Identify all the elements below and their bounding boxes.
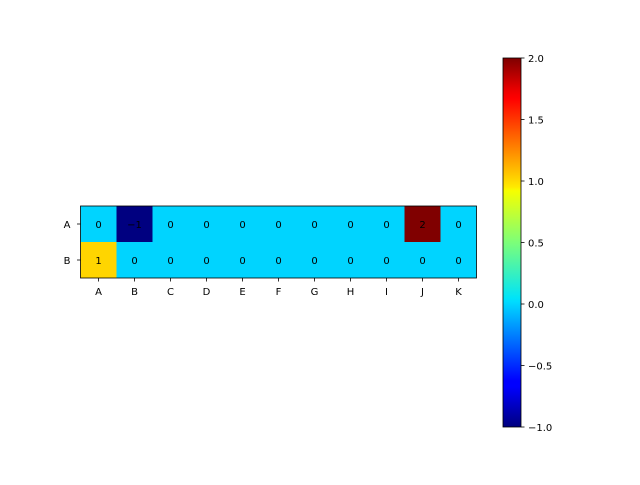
x-tick-label: D xyxy=(203,287,211,298)
cell-value-label: 0 xyxy=(167,256,173,267)
colorbar-tick-label: 2.0 xyxy=(528,54,544,65)
colorbar-tick-label: 1.5 xyxy=(528,116,544,127)
x-tick-label: C xyxy=(167,287,174,298)
cell-value-label: 0 xyxy=(419,256,425,267)
heatmap-cell xyxy=(80,206,117,242)
cell-value-label: −1 xyxy=(127,220,142,231)
x-tick-label: J xyxy=(420,287,424,298)
x-tick-label: B xyxy=(131,287,138,298)
cell-value-label: 0 xyxy=(311,220,317,231)
x-tick-label: I xyxy=(385,287,388,298)
heatmap-cell xyxy=(260,206,297,242)
x-tick-label: A xyxy=(95,287,102,298)
heatmap-cell xyxy=(296,206,333,242)
colorbar-tick-label: 0.0 xyxy=(528,300,544,311)
cell-value-label: 0 xyxy=(347,256,353,267)
colorbar-gradient xyxy=(503,58,521,427)
cell-value-label: 0 xyxy=(167,220,173,231)
heatmap-cell xyxy=(332,206,369,242)
heatmap-cell xyxy=(224,242,261,278)
x-tick-label: F xyxy=(276,287,282,298)
cell-value-label: 0 xyxy=(311,256,317,267)
cell-value-label: 2 xyxy=(419,220,425,231)
colorbar-tick-label: −0.5 xyxy=(528,362,552,373)
heatmap-cell xyxy=(260,242,297,278)
heatmap-cell xyxy=(188,242,225,278)
heatmap-cell xyxy=(224,206,261,242)
cell-value-label: 0 xyxy=(455,220,461,231)
heatmap-cell xyxy=(368,242,405,278)
heatmap-cell xyxy=(116,206,153,242)
cell-value-label: 0 xyxy=(383,256,389,267)
heatmap-cell xyxy=(152,242,189,278)
y-tick-label: B xyxy=(64,256,71,267)
heatmap-cell xyxy=(152,206,189,242)
cell-value-label: 0 xyxy=(347,220,353,231)
cell-value-label: 0 xyxy=(95,220,101,231)
colorbar-tick-label: −1.0 xyxy=(528,423,552,434)
cell-value-label: 1 xyxy=(95,256,101,267)
colorbar-tick-label: 1.0 xyxy=(528,177,544,188)
x-tick-label: H xyxy=(347,287,355,298)
cell-value-label: 0 xyxy=(131,256,137,267)
cell-value-label: 0 xyxy=(275,256,281,267)
heatmap-cell xyxy=(188,206,225,242)
colorbar: −1.0 −0.5 0.0 0.5 1.0 1.5 2.0 xyxy=(502,54,552,434)
cell-value-label: 0 xyxy=(383,220,389,231)
colorbar-tick-label: 0.5 xyxy=(528,239,544,250)
cell-value-label: 0 xyxy=(239,220,245,231)
cell-value-label: 0 xyxy=(203,256,209,267)
x-tick-label: K xyxy=(455,287,462,298)
y-tick-label: A xyxy=(64,220,71,231)
heatmap-cell xyxy=(404,242,441,278)
heatmap-area: 0 −1 0 0 0 0 0 0 0 2 0 1 0 0 0 0 0 0 0 0 0 0 A B C D E F G H I J K A B xyxy=(64,205,477,298)
x-tick-label: G xyxy=(311,287,319,298)
heatmap-cell xyxy=(116,242,153,278)
heatmap-cell xyxy=(80,242,117,278)
heatmap-cell xyxy=(332,242,369,278)
heatmap-cell xyxy=(368,206,405,242)
x-tick-label: E xyxy=(239,287,245,298)
cell-value-label: 0 xyxy=(275,220,281,231)
heatmap-cell xyxy=(440,242,477,278)
cell-value-label: 0 xyxy=(203,220,209,231)
heatmap-cell xyxy=(440,206,477,242)
cell-value-label: 0 xyxy=(455,256,461,267)
heatmap-cell xyxy=(296,242,333,278)
heatmap-cell xyxy=(404,206,441,242)
cell-value-label: 0 xyxy=(239,256,245,267)
